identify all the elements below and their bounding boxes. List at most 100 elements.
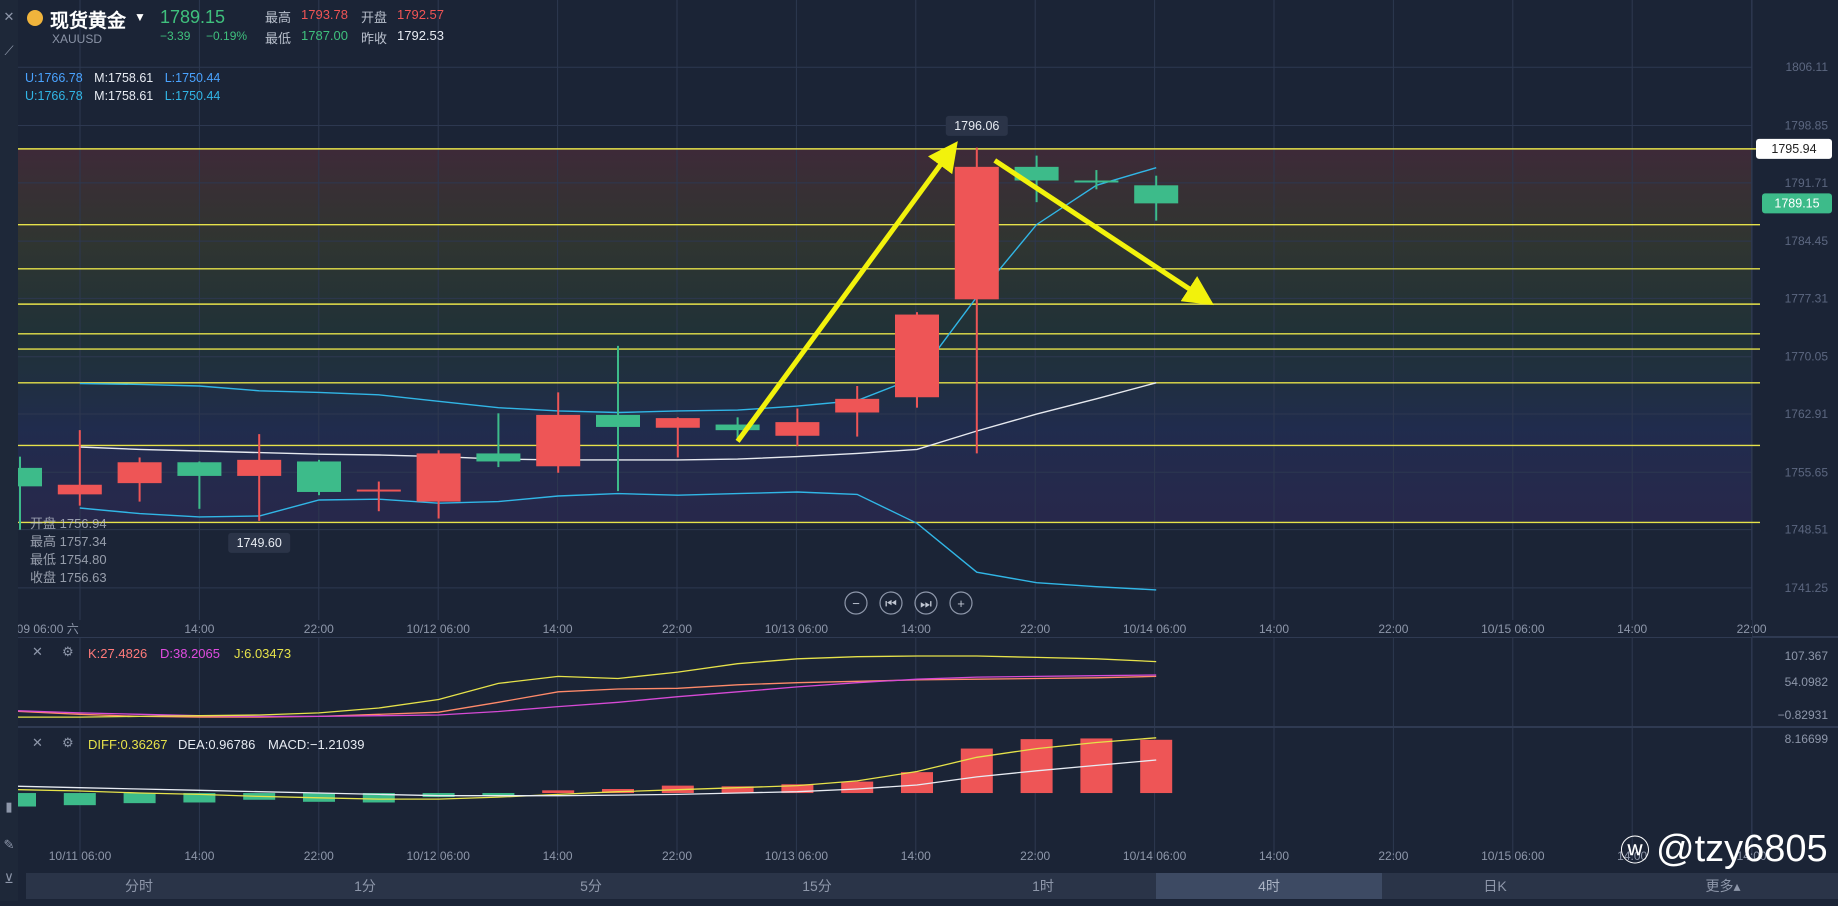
price-band bbox=[0, 148, 1752, 523]
low-price-tag: 1749.60 bbox=[228, 532, 291, 553]
x-axis-band bbox=[0, 620, 1752, 637]
candle-body bbox=[297, 461, 341, 492]
macd-bar bbox=[183, 793, 216, 803]
kdj-close-icon[interactable]: ✕ bbox=[32, 644, 43, 659]
x-tick-label: 22:00 bbox=[1020, 622, 1050, 636]
tab-4hour[interactable]: 4时 bbox=[1156, 873, 1382, 899]
ohlc-open: 开盘 1756.94 bbox=[30, 516, 107, 531]
macd-x-tick-label: 22:00 bbox=[1378, 849, 1408, 863]
ohlc-high: 最高 1757.34 bbox=[30, 534, 107, 549]
macd-bar bbox=[901, 772, 933, 794]
x-tick-label: 22:00 bbox=[1378, 622, 1408, 636]
x-tick-label: 10/09 06:00 六 bbox=[0, 622, 79, 636]
tab-1hour[interactable]: 1时 bbox=[1032, 878, 1054, 894]
candle-body bbox=[57, 484, 102, 495]
symbol-code: XAUUSD bbox=[52, 32, 103, 46]
candle-body bbox=[954, 166, 999, 300]
macd-x-tick-label: 10/15 06:00 bbox=[1481, 849, 1545, 863]
low-price-tag-bg bbox=[228, 532, 291, 553]
macd-bar bbox=[542, 790, 575, 794]
macd-settings-icon[interactable]: ⚙ bbox=[62, 735, 74, 750]
quote-header: 现货黄金 ▼ XAUUSD 1789.15 −3.39 −0.19% 最高 17… bbox=[0, 0, 600, 50]
high-price-tag: 1796.06 bbox=[945, 115, 1008, 136]
prev-close-value: 1792.53 bbox=[397, 28, 444, 43]
y-tick-label: 1755.65 bbox=[1785, 465, 1829, 479]
zoom-out-icon-ring bbox=[844, 591, 868, 615]
symbol-name[interactable]: 现货黄金 bbox=[50, 11, 127, 32]
tab-day[interactable]: 日K bbox=[1483, 878, 1507, 894]
macd-x-tick-label: 14:00 bbox=[1259, 849, 1289, 863]
level-price-tag: 1795.94 bbox=[1756, 138, 1832, 159]
open-label: 开盘 bbox=[361, 10, 388, 25]
kdj-k: K:27.4826 bbox=[88, 646, 148, 661]
gold-icon bbox=[27, 10, 43, 26]
y-tick-label: 1791.71 bbox=[1785, 176, 1829, 190]
candle-body bbox=[1014, 166, 1059, 181]
kdj-settings-icon[interactable]: ⚙ bbox=[62, 644, 74, 659]
weibo-icon: ⓦ bbox=[1620, 835, 1650, 868]
zoom-in-icon[interactable]: + bbox=[949, 591, 973, 615]
boll-legend-2: U:1766.78 M:1758.61 L:1750.44 bbox=[25, 89, 220, 103]
macd-x-tick-label: 14:00 bbox=[1617, 849, 1647, 863]
kdj-j-line bbox=[0, 655, 1157, 718]
boll-l: L:1750.44 bbox=[164, 71, 221, 85]
low-value: 1787.00 bbox=[301, 28, 348, 43]
macd-bar bbox=[781, 784, 814, 794]
y-tick-label: 1748.51 bbox=[1785, 523, 1829, 537]
high-value: 1793.78 bbox=[301, 7, 348, 22]
high-price-tag-bg bbox=[945, 115, 1008, 136]
macd-close-icon[interactable]: ✕ bbox=[32, 735, 43, 750]
macd-x-tick-label: 14:00 bbox=[543, 849, 573, 863]
tab-15min[interactable]: 15分 bbox=[802, 878, 832, 894]
macd-bar bbox=[721, 786, 754, 794]
prev-close-label: 昨收 bbox=[361, 31, 388, 46]
zoom-out-icon[interactable]: − bbox=[844, 591, 868, 615]
boll-u: U:1766.78 bbox=[25, 89, 83, 103]
left-toolbar: ✕ ⟋ ▮ ✎ ⊻ bbox=[0, 0, 18, 901]
prev-icon[interactable]: ⏮ bbox=[879, 591, 903, 615]
pencil-icon[interactable]: ✎ bbox=[3, 837, 15, 852]
draw-tool-icon[interactable]: ⟋ bbox=[4, 43, 14, 58]
tab-5min[interactable]: 5分 bbox=[580, 878, 602, 894]
last-price: 1789.15 bbox=[160, 7, 226, 27]
tab-more[interactable]: 更多▴ bbox=[1705, 878, 1741, 894]
y-tick-label: 1798.85 bbox=[1785, 119, 1829, 133]
next-icon-glyph: ⏭ bbox=[920, 596, 932, 611]
macd-x-tick-label: 10/11 06:00 bbox=[49, 849, 112, 863]
low-label: 最低 bbox=[265, 31, 292, 46]
macd-bar bbox=[63, 793, 96, 806]
next-icon[interactable]: ⏭ bbox=[914, 591, 938, 615]
candle-body bbox=[596, 414, 640, 427]
down-arrow bbox=[993, 158, 1214, 306]
macd-y-tick: 8.16699 bbox=[1785, 732, 1829, 746]
y-tick-label: 1806.11 bbox=[1786, 60, 1829, 74]
price-change-pct: −0.19% bbox=[206, 29, 248, 43]
zoom-out-icon-glyph: − bbox=[852, 596, 860, 611]
boll-legend-1: U:1766.78 M:1758.61 L:1750.44 bbox=[25, 71, 220, 85]
macd-bar bbox=[482, 793, 515, 796]
y-tick-label: 1770.05 bbox=[1785, 350, 1829, 364]
kdj-y-tick: 107.367 bbox=[1785, 649, 1829, 663]
candle-body bbox=[536, 414, 581, 467]
macd-diff: DIFF:0.36267 bbox=[88, 737, 168, 752]
macd-x-tick-label: 10/12 06:00 bbox=[406, 849, 470, 863]
watermark: ⓦ @tzy6805 bbox=[1620, 826, 1828, 871]
y-tick-label: 1741.25 bbox=[1785, 581, 1829, 595]
prev-icon-glyph: ⏮ bbox=[885, 596, 897, 611]
x-tick-label: 14:00 bbox=[901, 622, 931, 636]
low-price-tag-text: 1749.60 bbox=[237, 536, 282, 550]
measure-icon[interactable]: ⊻ bbox=[4, 871, 14, 886]
tab-fenshi[interactable]: 分时 bbox=[125, 878, 153, 894]
macd-x-tick-label: 14:00 bbox=[1737, 849, 1767, 863]
timeframe-bar: 分时 1分 5分 15分 1时 4时 日K 更多▴ bbox=[26, 873, 1838, 899]
x-tick-label: 10/12 06:00 bbox=[406, 622, 470, 636]
candle-body bbox=[476, 453, 521, 462]
prev-icon-ring bbox=[879, 591, 903, 615]
candle-tool-icon[interactable]: ▮ bbox=[5, 799, 13, 814]
watermark-text: @tzy6805 bbox=[1656, 828, 1828, 870]
tab-1min[interactable]: 1分 bbox=[354, 878, 376, 894]
dropdown-icon[interactable]: ▼ bbox=[134, 10, 146, 24]
close-icon[interactable]: ✕ bbox=[3, 9, 15, 24]
